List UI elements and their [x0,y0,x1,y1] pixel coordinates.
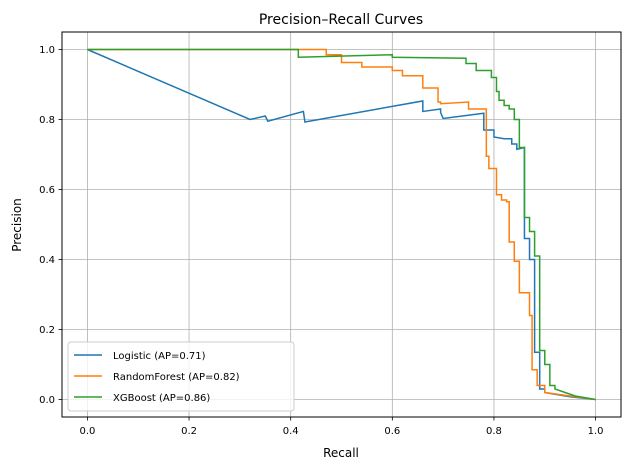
x-tick-label: 0.4 [283,426,299,437]
y-tick-label: 1.0 [39,45,55,56]
legend-label: XGBoost (AP=0.86) [113,393,210,404]
legend-box [67,341,295,412]
series-line-2 [87,48,596,401]
x-tick-label: 0.8 [486,426,502,437]
y-tick-label: 0.4 [39,255,55,266]
x-tick-label: 0.2 [181,426,197,437]
x-tick-label: 0.6 [384,426,400,437]
y-tick-label: 0.8 [39,115,55,126]
y-tick-label: 0.6 [39,185,55,196]
x-tick-label: 0.0 [79,426,95,437]
y-tick-label: 0.0 [39,395,55,406]
plot-frame [61,31,622,418]
y-axis-label: Precision [10,198,24,252]
x-axis-label: Recall [323,446,359,460]
legend-label: Logistic (AP=0.71) [113,351,206,362]
ticks: 0.0 0.2 0.4 0.6 0.8 1.0 0.0 0.2 0.4 0.6 0.8 1.0 [39,45,603,437]
x-tick-label: 1.0 [588,426,604,437]
legend: Logistic (AP=0.71) RandomForest (AP=0.82)… [67,341,295,412]
legend-label: RandomForest (AP=0.82) [113,372,240,383]
chart-title: Precision–Recall Curves [259,12,423,28]
series-group [87,48,596,401]
y-tick-label: 0.2 [39,325,55,336]
series-line-0 [87,48,596,401]
series-line-1 [87,48,596,401]
